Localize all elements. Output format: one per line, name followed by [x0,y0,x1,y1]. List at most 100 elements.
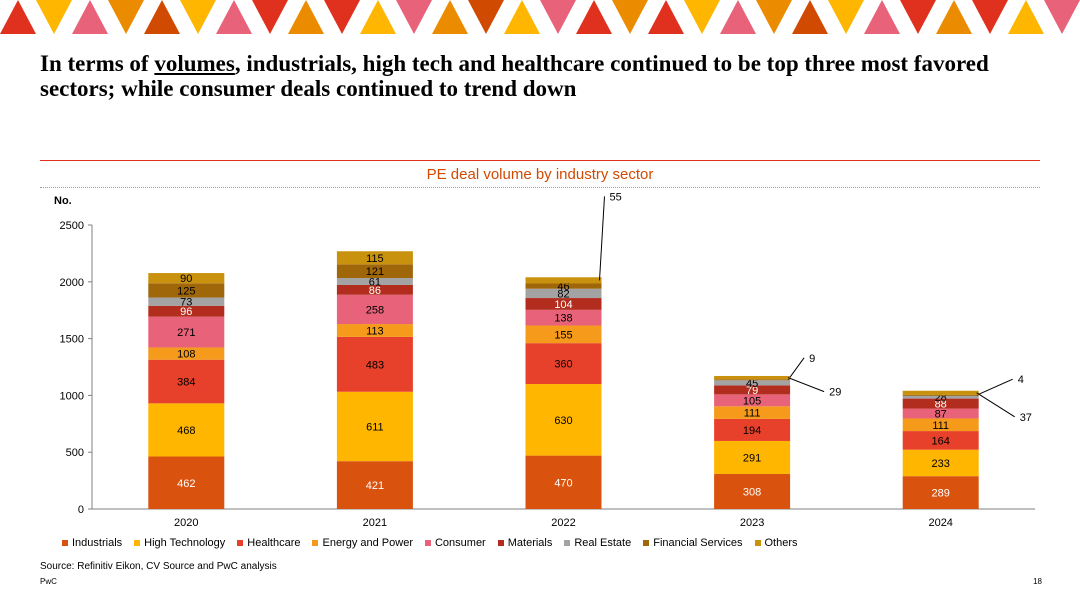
band-triangle [540,0,576,34]
legend-swatch [754,540,761,546]
data-label: 611 [366,421,384,433]
band-triangle [612,0,648,34]
callout-leader [976,392,1015,418]
y-tick-label: 2500 [60,220,84,232]
data-label: 73 [180,297,192,309]
x-tick-label: 2024 [928,517,952,529]
legend-label: Healthcare [247,537,301,549]
legend-item: Real Estate [564,537,631,549]
legend-swatch [134,540,141,546]
legend-item: Healthcare [237,537,300,549]
data-label: 360 [554,359,572,371]
data-label: 164 [932,435,950,447]
bar-segment [714,406,791,419]
y-tick-label: 2000 [60,277,84,289]
bar-segment [148,316,225,348]
bar-segment [336,461,413,509]
data-label: 121 [366,266,384,278]
chart-title-dotted-rule [40,187,1040,188]
bar-segment [902,390,979,395]
data-label: 4 [1018,374,1024,386]
bar-segment [902,398,979,409]
legend-item: Energy and Power [312,537,413,549]
data-label: 233 [932,458,950,470]
legend-swatch [312,540,319,546]
legend-swatch [643,540,650,546]
band-triangle [900,0,936,34]
bar-segment [525,277,602,284]
bar-segment [336,264,413,279]
bar-segment [525,309,602,326]
band-triangle [972,0,1008,34]
y-tick-label: 1000 [60,390,84,402]
legend-item: High Technology [134,537,225,549]
y-tick-label: 1500 [60,334,84,346]
bar-segment [148,297,225,306]
legend-swatch [564,540,571,546]
legend-label: Energy and Power [322,537,413,549]
legend-item: Others [754,537,798,549]
bar-segment [336,251,413,265]
data-label: 115 [366,253,384,265]
chart-legend: Industrials High Technology Healthcare Ener… [62,537,810,549]
legend-swatch [424,540,431,546]
bar-segment [148,359,225,404]
data-label: 104 [554,299,572,311]
legend-label: Materials [507,537,553,549]
band-triangle [252,0,288,34]
data-label: 630 [554,415,572,427]
data-label: 308 [743,487,761,499]
source-note: Source: Refinitiv Eikon, CV Source and P… [40,561,277,572]
chart-title: PE deal volume by industry sector [426,166,654,183]
bar-segment [714,474,791,509]
callout-leader [787,357,805,381]
band-triangle [1044,0,1080,34]
data-label: 421 [366,480,384,492]
legend-label: Industrials [72,537,123,549]
data-label: 470 [554,477,572,489]
x-tick-label: 2022 [551,517,575,529]
legend-label: Others [764,537,798,549]
bar-segment [525,298,602,310]
bar-segment [902,394,979,396]
bar-segment [902,395,979,399]
data-label: 37 [1020,412,1032,424]
legend-item: Industrials [62,537,122,549]
legend-label: Real Estate [574,537,632,549]
decorative-triangle-band [0,0,1080,34]
band-triangle [360,0,396,34]
band-triangle [0,0,36,34]
data-label: 105 [743,395,761,407]
data-label: 45 [746,378,758,390]
data-label: 55 [610,191,622,203]
bar-segment [148,456,225,509]
bar-segment [336,278,413,285]
bar-segment [525,455,602,509]
band-triangle [324,0,360,34]
bar-segment [902,418,979,432]
band-triangle [396,0,432,34]
bar-segment [714,440,791,475]
data-label: 111 [744,408,761,420]
legend-label: Consumer [434,537,486,549]
data-label: 87 [935,409,947,421]
bar-segment [148,283,225,298]
band-triangle [648,0,684,34]
bar-segment [525,325,602,344]
data-label: 468 [177,425,195,437]
data-label: 194 [743,425,761,437]
band-triangle [288,0,324,34]
data-label: 90 [180,273,192,285]
data-label: 96 [180,306,192,318]
bar-segment [148,273,225,284]
legend-label: High Technology [144,537,226,549]
data-label: 125 [177,285,195,297]
data-label: 384 [177,377,195,389]
bar-segment [525,283,602,289]
band-triangle [720,0,756,34]
title-rule [40,160,1040,161]
data-label: 155 [554,329,572,341]
band-triangle [756,0,792,34]
bar-segment [336,336,413,392]
band-triangle [1008,0,1044,34]
